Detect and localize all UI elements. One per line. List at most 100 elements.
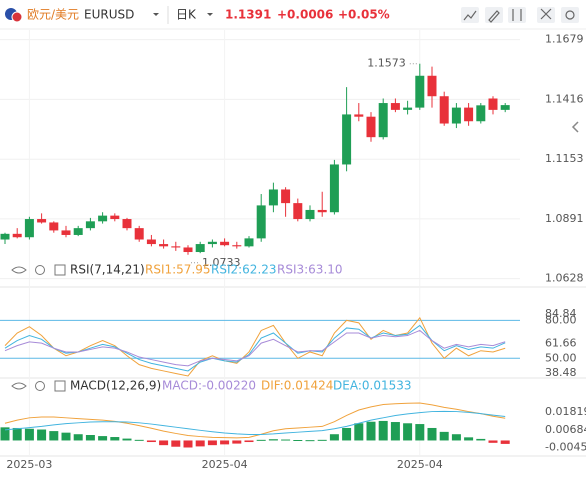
candle-body [378,103,388,138]
macd-bar [464,437,474,441]
macd-bar [146,440,156,443]
icon [565,10,575,20]
candle-body [12,233,22,238]
macd-bar [451,434,461,441]
icon [512,9,522,21]
candle-body [122,219,132,229]
candle-body [73,228,83,235]
gear-icon[interactable] [35,381,45,391]
macd-bar [244,440,254,443]
y-tick-label: 1.1679 [545,33,584,46]
tool-indicator[interactable] [461,7,479,23]
rsi-line [4,316,506,377]
macd-bar [415,424,425,441]
symbol[interactable]: EURUSD [84,8,134,22]
candle-body [207,241,217,245]
y-tick-label: 1.1153 [545,152,584,165]
candle-body [500,105,510,110]
macd-bar [329,434,339,441]
y-tick-label: 61.66 [545,337,577,350]
macd-bar [342,427,352,441]
dropdown [153,13,159,16]
y-tick-label: 80.00 [545,313,577,326]
y-tick-label: 1.0891 [545,212,584,225]
flag-us [11,11,23,23]
gear-icon[interactable] [35,265,45,275]
x-tick-label: 2025-04 [397,458,443,471]
y-tick-label: 50.00 [545,351,577,364]
macd-bar [98,436,108,441]
box-icon[interactable] [54,264,66,276]
icon [463,10,477,21]
candle-body [171,246,181,248]
legend-entry: DEA:0.01533 [333,379,412,393]
legend-entry: DIF:0.01424 [261,379,333,393]
candle-body [244,238,254,247]
period[interactable]: 日K [176,8,197,22]
candle-body [85,221,95,229]
candle-body [329,164,339,213]
legend-entry: MACD:-0.00220 [162,379,256,393]
candle-body [134,228,144,240]
rsi-line [4,329,506,367]
x-tick-label: 2025-04 [202,458,248,471]
macd-bar [195,440,205,447]
candle-body [293,203,303,220]
pair-name: 欧元/美元 [27,8,79,22]
candle-body [183,247,193,253]
candle-body [49,222,59,231]
macd-bar [317,439,327,441]
eye-icon[interactable] [11,266,27,274]
tool-settings[interactable] [561,7,579,23]
candle-body [451,107,461,124]
macd-bar [61,432,71,441]
candle-body [366,116,376,138]
candle-body [427,75,437,97]
candle-body [98,215,108,222]
candle-body [220,241,230,246]
y-tick-label: 1.1416 [545,92,584,105]
macd-bar [366,421,376,441]
macd-line [4,402,506,439]
y-tick-label: 0.01819 [545,405,586,418]
eye-icon[interactable] [11,382,27,390]
tool-fullscreen[interactable] [537,7,555,23]
macd-bar [354,423,364,441]
macd-bar [305,440,315,442]
macd-bar [427,427,437,441]
macd-bar [256,439,266,441]
candle-body [305,209,315,220]
macd-bar [122,438,132,441]
candle-body [195,244,205,253]
candle-body [281,189,291,204]
candle-body [37,219,47,223]
macd-bar [183,440,193,448]
macd-line [4,410,506,436]
macd-bar [403,423,413,441]
price: 1.1391 [225,8,271,22]
icon [488,10,500,23]
tool-candle[interactable] [508,7,526,23]
candle-body [24,219,34,238]
macd-bar [24,428,34,441]
dropdown [207,13,213,16]
macd-bar [390,422,400,441]
indicator-title: MACD(12,26,9) [70,379,161,393]
macd-bar [232,440,242,444]
low-label: 1.0733 [202,256,241,269]
rsi-line [4,324,506,372]
macd-bar [171,440,181,447]
y-tick-label: 38.48 [545,366,577,379]
candle-body [342,114,352,165]
macd-bar [110,437,120,441]
candle-body [415,75,425,108]
macd-bar [49,431,59,441]
y-tick-label: 0.00684 [545,423,586,436]
candle-body [476,105,486,122]
scroll-arrow[interactable] [571,121,579,133]
change-pct: +0.05% [338,8,390,22]
candle-body [488,98,498,110]
y-tick-label: 84.84 [545,307,577,320]
box-icon[interactable] [54,380,66,392]
macd-bar [0,427,10,441]
